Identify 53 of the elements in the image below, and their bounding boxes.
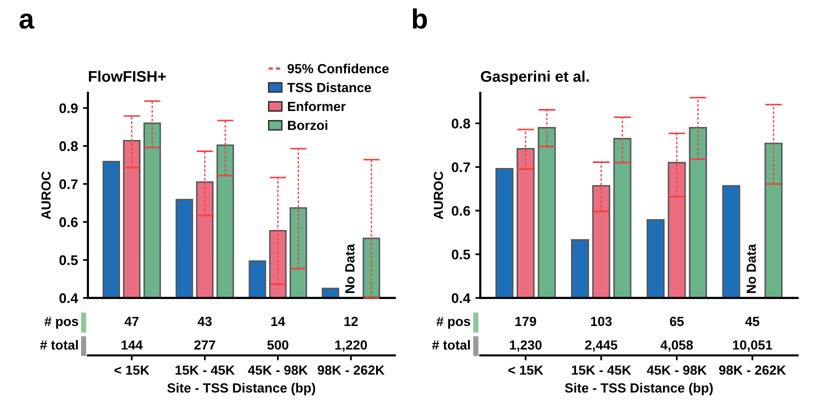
text: # total — [40, 340, 78, 350]
text: 2,445 — [585, 340, 618, 352]
chart-title: FlowFISH+ — [88, 70, 166, 82]
text: 45 — [745, 316, 760, 326]
x-tick-label: 45K - 98K — [646, 365, 707, 375]
text: 95% Confidence — [288, 64, 389, 74]
text: a — [20, 14, 34, 29]
text: 103 — [591, 316, 612, 326]
text: 43 — [198, 316, 212, 326]
y-tick-label: 0.6 — [59, 217, 78, 228]
legend-label: Enformer — [288, 101, 346, 112]
text: 179 — [515, 316, 536, 326]
y-tick-label: 0.8 — [59, 141, 78, 152]
y-tick-label: 0.8 — [452, 118, 470, 129]
text: 144 — [122, 340, 143, 350]
x-tick-label: < 15K — [508, 366, 544, 375]
text: # total — [432, 340, 470, 350]
x-axis-title: Site - TSS Distance (bp) — [167, 382, 316, 396]
x-tick-label: 15K - 45K — [572, 366, 632, 375]
x-tick-label: < 15K — [114, 366, 150, 375]
x-tick-label: 98K - 262K — [719, 365, 786, 375]
text: 14 — [271, 316, 286, 326]
text: 10,051 — [733, 340, 772, 352]
text: 65 — [670, 316, 684, 326]
text: 1,230 — [510, 340, 542, 352]
text: 47 — [124, 316, 139, 326]
text: 4,058 — [660, 340, 693, 352]
text: # pos — [436, 316, 470, 329]
x-axis-title: Site - TSS Distance (bp) — [564, 382, 713, 396]
text: 1,220 — [335, 340, 367, 352]
y-tick-label: 0.4 — [59, 293, 78, 304]
legend-label: TSS Distance — [287, 82, 372, 92]
y-tick-label: 0.6 — [452, 206, 470, 216]
annotation: No Data — [345, 244, 354, 293]
y-axis-title: AUROC — [41, 172, 51, 220]
chart-title: Gasperini et al. — [480, 70, 589, 85]
y-tick-label: 0.5 — [59, 255, 78, 266]
x-tick-label: 45K - 98K — [248, 365, 308, 375]
legend-label: Borzoi — [288, 120, 328, 130]
y-tick-label: 0.7 — [59, 179, 78, 190]
text: 12 — [344, 316, 358, 326]
annotation: No Data — [746, 244, 756, 293]
y-tick-label: 0.7 — [452, 162, 470, 172]
x-tick-label: 98K - 262K — [318, 365, 385, 375]
y-tick-label: 0.5 — [452, 250, 470, 260]
text: b — [412, 8, 427, 29]
y-tick-label: 0.4 — [452, 293, 470, 304]
text: # pos — [44, 316, 78, 329]
y-axis-title: AUROC — [434, 172, 444, 220]
text: 277 — [194, 340, 216, 350]
text: 500 — [267, 340, 288, 350]
x-tick-label: 15K - 45K — [176, 366, 235, 375]
y-tick-label: 0.9 — [59, 103, 78, 114]
